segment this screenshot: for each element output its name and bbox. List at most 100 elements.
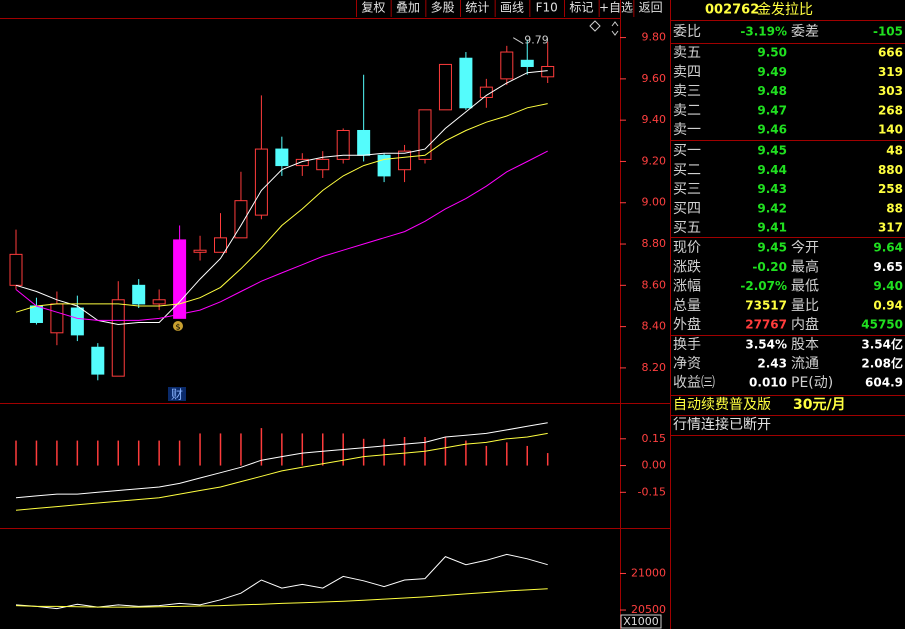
field-value: -0.20 <box>752 260 787 274</box>
field-label: 涨幅 <box>673 279 701 295</box>
field-label: 内盘 <box>791 316 819 333</box>
field-label: 委差 <box>791 24 819 40</box>
promo-price[interactable]: 30元/月 <box>793 397 846 413</box>
indicator-line <box>15 553 548 610</box>
book-label: 卖五 <box>673 45 701 61</box>
y-tick-label: 20500 <box>631 603 666 616</box>
field-value: 0.010 <box>749 376 787 390</box>
candle-body <box>9 253 23 286</box>
toolbar-button[interactable]: 画线 <box>500 1 524 15</box>
field-label: PE(动) <box>791 375 833 391</box>
toolbar-button[interactable]: 统计 <box>465 1 489 15</box>
promo-text[interactable]: 自动续费普及版 <box>673 396 771 413</box>
y-tick-label: 8.40 <box>642 320 667 333</box>
toolbar-button[interactable]: 叠加 <box>396 1 420 15</box>
toolbar-button[interactable]: 标记 <box>569 1 593 15</box>
candle-body <box>316 158 330 171</box>
candle-body <box>254 148 268 216</box>
field-label: 总量 <box>673 298 701 314</box>
indicator-line <box>15 432 548 511</box>
book-volume: 258 <box>878 182 903 196</box>
field-value: 9.64 <box>873 241 903 255</box>
indicator-line <box>15 422 548 499</box>
book-volume: 140 <box>878 123 903 137</box>
candle-body <box>520 59 534 67</box>
field-label: 换手 <box>673 336 701 353</box>
candle-body <box>70 307 84 336</box>
y-tick-label: 0.00 <box>642 459 667 472</box>
y-tick-label: 8.20 <box>642 361 667 374</box>
coin-icon <box>173 321 183 331</box>
candle-body <box>336 129 350 160</box>
book-price: 9.41 <box>757 221 787 235</box>
book-label: 买一 <box>673 143 701 159</box>
unit-box <box>620 614 662 629</box>
field-value: 3.54亿 <box>861 337 903 352</box>
y-tick-label: 8.80 <box>642 237 667 250</box>
field-value: 604.9 <box>865 376 903 390</box>
book-label: 买五 <box>673 220 701 236</box>
candle-body <box>132 284 146 305</box>
candle-body <box>214 237 227 253</box>
book-price: 9.42 <box>757 201 787 215</box>
connection-status: 行情连接已断开 <box>673 416 771 433</box>
toolbar-button[interactable]: +自选 <box>599 1 633 15</box>
book-volume: 880 <box>878 163 903 177</box>
candle-body <box>398 150 412 171</box>
book-volume: 666 <box>878 46 903 60</box>
y-tick-label: 9.00 <box>642 196 667 209</box>
candle-body <box>295 158 309 167</box>
field-label: 股本 <box>791 337 819 353</box>
field-label: 最高 <box>791 258 819 275</box>
book-volume: 317 <box>878 221 903 235</box>
book-volume: 88 <box>886 201 903 215</box>
candle-body <box>500 51 514 80</box>
candle-body <box>275 148 289 167</box>
toolbar-button[interactable]: 复权 <box>361 1 385 15</box>
toolbar-button[interactable]: F10 <box>536 1 558 15</box>
indicator-line <box>15 70 548 326</box>
field-label: 收益㈢ <box>673 375 715 391</box>
field-label: 流通 <box>791 356 819 372</box>
candle-body <box>111 299 125 377</box>
y-tick-label: 0.15 <box>642 432 667 445</box>
candle-body <box>357 129 371 156</box>
candle-body <box>459 57 473 109</box>
indicator-line <box>15 103 548 313</box>
book-label: 卖四 <box>673 64 701 80</box>
indicator-line <box>15 588 548 608</box>
book-label: 买四 <box>673 201 701 217</box>
y-tick-label: 9.40 <box>642 113 667 126</box>
y-tick-label: 9.60 <box>642 72 667 85</box>
candle-body <box>541 65 555 78</box>
toolbar-button[interactable]: 多股 <box>431 1 455 15</box>
toolbar-button[interactable]: 返回 <box>639 1 663 15</box>
field-label: 量比 <box>791 298 819 314</box>
field-value: -3.19% <box>740 25 787 39</box>
candle-body <box>29 305 43 323</box>
book-price: 9.47 <box>757 103 787 117</box>
book-label: 卖一 <box>673 122 701 138</box>
book-volume: 48 <box>886 144 903 158</box>
candle-body <box>377 154 391 177</box>
book-price: 9.45 <box>757 144 787 158</box>
field-label: 最低 <box>791 279 819 295</box>
candle-body <box>193 249 207 253</box>
candle-body <box>91 346 105 375</box>
candle-body <box>234 200 248 239</box>
field-value: 9.40 <box>873 279 903 293</box>
book-volume: 303 <box>878 84 903 98</box>
field-label: 外盘 <box>673 316 701 333</box>
field-label: 涨跌 <box>673 259 701 275</box>
y-tick-label: 9.80 <box>642 31 667 44</box>
book-volume: 319 <box>878 65 903 79</box>
field-label: 现价 <box>673 240 701 256</box>
field-value: 27767 <box>745 318 787 332</box>
candle-body <box>50 303 64 334</box>
diamond-icon <box>589 20 601 32</box>
scroll-icon <box>611 21 619 36</box>
book-price: 9.50 <box>757 46 787 60</box>
